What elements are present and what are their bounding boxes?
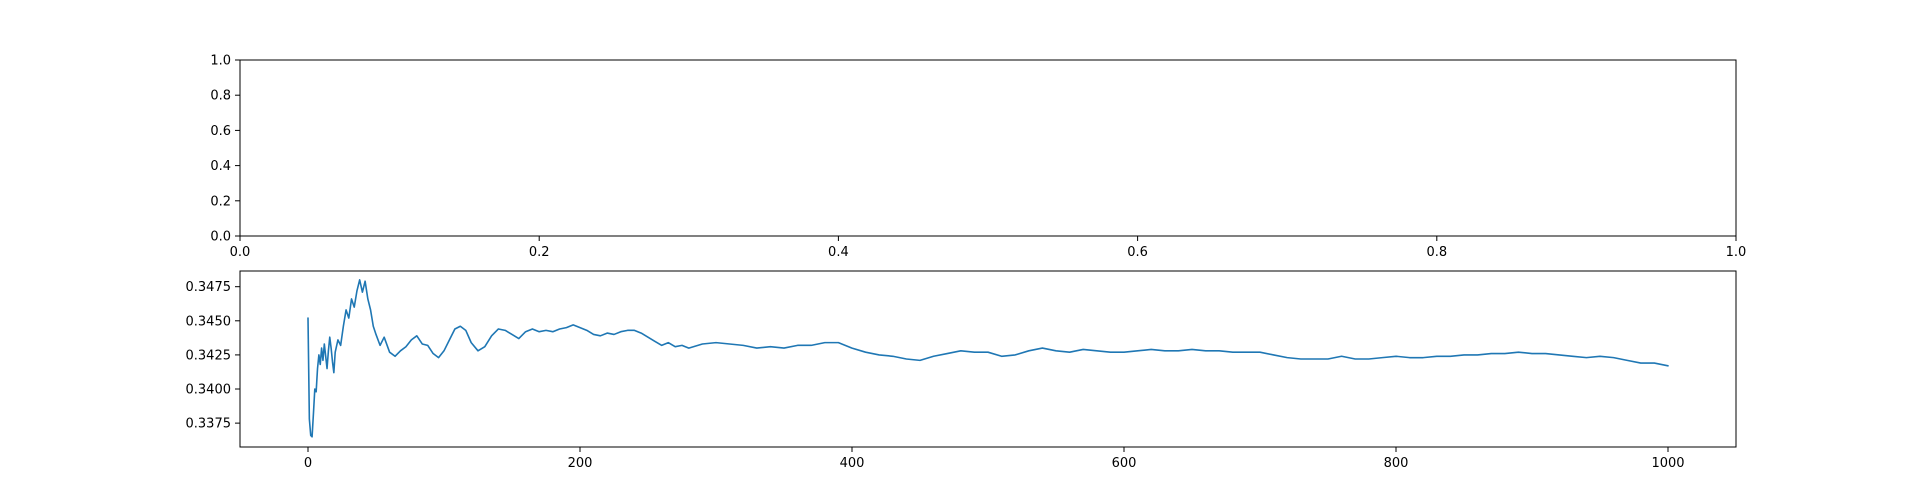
x-tick-label: 0 [304,456,312,471]
x-tick-label: 600 [1112,456,1137,471]
y-tick-label: 1.0 [210,54,231,69]
y-tick-label: 0.0 [210,230,231,245]
x-tick-label: 0.0 [230,245,251,260]
y-tick-label: 0.3475 [186,280,232,295]
top-y-ticks: 0.0 0.2 0.4 0.6 0.8 1.0 [210,54,240,245]
top-axes-frame [239,59,1737,237]
series-line [307,279,1669,438]
y-tick-label: 0.3375 [186,417,232,432]
y-tick-label: 0.3400 [186,383,232,398]
x-tick-label: 0.6 [1127,245,1148,260]
y-tick-label: 0.8 [210,89,231,104]
x-tick-label: 800 [1384,456,1409,471]
y-tick-label: 0.6 [210,124,231,139]
x-tick-label: 0.8 [1426,245,1447,260]
top-x-ticks: 0.0 0.2 0.4 0.6 0.8 1.0 [230,236,1747,260]
y-tick-label: 0.3450 [186,314,232,329]
x-tick-label: 1.0 [1726,245,1747,260]
y-tick-label: 0.4 [210,159,231,174]
bottom-x-ticks: 0 200 400 600 800 1000 [304,447,1685,471]
top-empty-axes: 0.0 0.2 0.4 0.6 0.8 1.0 0.0 0.2 0.4 0.6 0.8 1.0 [210,54,1746,261]
bottom-y-ticks: 0.3375 0.3400 0.3425 0.3450 0.3475 [186,280,240,432]
bottom-axes-frame [239,270,1737,448]
y-tick-label: 0.2 [210,194,231,209]
x-tick-label: 0.2 [529,245,550,260]
x-tick-label: 400 [840,456,865,471]
y-tick-label: 0.3425 [186,348,232,363]
x-tick-label: 0.4 [828,245,849,260]
x-tick-label: 1000 [1651,456,1684,471]
x-tick-label: 200 [568,456,593,471]
bottom-line-axes: 0 200 400 600 800 1000 0.3375 0.3400 0.3425 0.34… [186,270,1737,471]
